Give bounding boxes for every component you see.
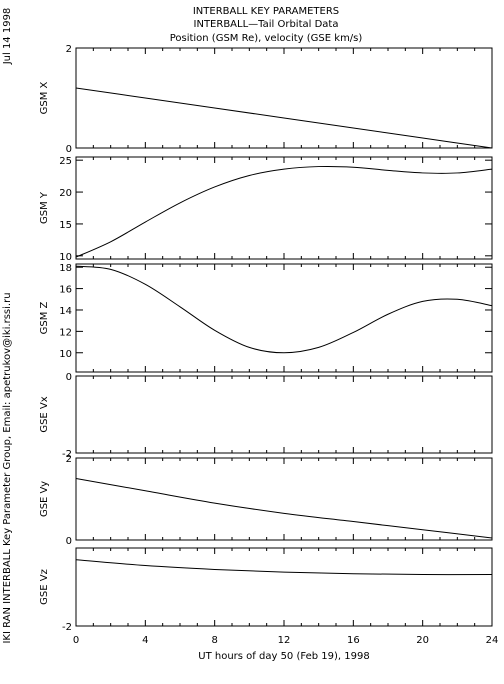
panel-3: 10 12 14 16 18 GSM Z xyxy=(39,263,493,373)
series-line xyxy=(75,265,493,354)
series-line xyxy=(75,165,493,258)
title-line-1: INTERBALL KEY PARAMETERS xyxy=(193,6,339,17)
y-tick-label: 15 xyxy=(59,220,72,231)
y-tick-label: 0 xyxy=(66,372,72,383)
y-tick-label: 2 xyxy=(66,44,72,55)
x-tick-labels: 0 4 8 12 16 20 24 xyxy=(73,635,499,646)
y-axis-label: GSE Vz xyxy=(39,569,50,605)
y-axis-label: GSM Y xyxy=(39,191,50,224)
x-tick-label: 20 xyxy=(416,635,429,646)
panel-2: 10 15 20 25 GSM Y xyxy=(39,156,493,263)
y-tick-label: 16 xyxy=(59,285,72,296)
side-credit: IKI RAN INTERBALL Key Parameter Group, E… xyxy=(2,292,13,643)
y-axis-label: GSE Vy xyxy=(39,481,50,517)
y-axis-label: GSM X xyxy=(39,81,50,114)
x-tick-label: 4 xyxy=(142,635,148,646)
y-tick-label: 20 xyxy=(59,188,72,199)
y-tick-label: 14 xyxy=(59,306,72,317)
panel-4: 0 -2 GSE Vx xyxy=(39,372,493,460)
y-tick-label: 0 xyxy=(66,536,72,547)
y-tick-label: 25 xyxy=(59,156,72,167)
y-tick-label: -2 xyxy=(62,449,72,460)
title-line-3: Position (GSM Re), velocity (GSE km/s) xyxy=(170,33,363,44)
panel-frame xyxy=(75,156,493,260)
panel-1: 0 2 GSM X xyxy=(39,44,493,155)
panel-6: -2 GSE Vz xyxy=(39,547,493,633)
side-date: Jul 14 1998 xyxy=(2,8,13,66)
x-tick-label: 0 xyxy=(73,635,79,646)
x-axis-label: UT hours of day 50 (Feb 19), 1998 xyxy=(198,651,369,662)
y-tick-label: -2 xyxy=(62,622,72,633)
y-tick-label: 12 xyxy=(59,327,72,338)
y-axis-label: GSM Z xyxy=(39,301,50,334)
panel-frame xyxy=(75,547,493,627)
y-axis-label: GSE Vx xyxy=(39,396,50,432)
y-tick-label: 18 xyxy=(59,263,72,274)
x-tick-label: 12 xyxy=(278,635,291,646)
panel-frame xyxy=(75,375,493,454)
series-line xyxy=(75,478,493,539)
y-tick-label: 2 xyxy=(66,454,72,465)
y-tick-label: 10 xyxy=(59,252,72,263)
x-tick-label: 8 xyxy=(211,635,217,646)
panel-frame xyxy=(75,457,493,541)
x-tick-label: 16 xyxy=(347,635,360,646)
panel-frame xyxy=(75,47,493,149)
panel-5: 0 2 GSE Vy xyxy=(39,454,493,547)
series-line xyxy=(75,559,493,576)
y-tick-label: 0 xyxy=(66,144,72,155)
title-line-2: INTERBALL—Tail Orbital Data xyxy=(194,19,339,30)
series-line xyxy=(75,87,493,149)
y-tick-label: 10 xyxy=(59,349,72,360)
x-tick-label: 24 xyxy=(486,635,499,646)
